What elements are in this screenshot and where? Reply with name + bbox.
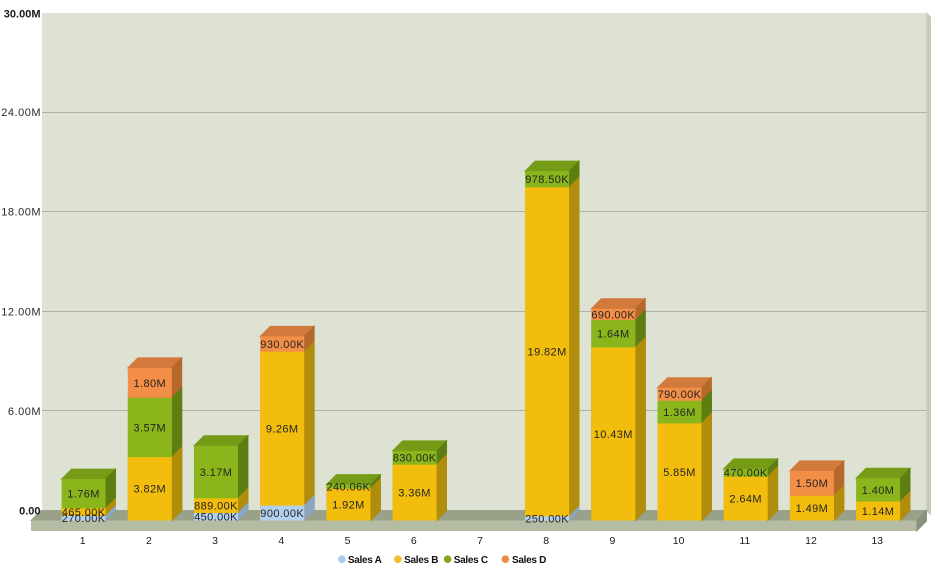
svg-text:10.43M: 10.43M bbox=[594, 429, 633, 441]
svg-text:19.82M: 19.82M bbox=[528, 347, 567, 359]
svg-text:5: 5 bbox=[345, 535, 351, 547]
svg-text:1.64M: 1.64M bbox=[597, 329, 630, 341]
svg-text:2.64M: 2.64M bbox=[729, 494, 762, 506]
svg-text:450.00K: 450.00K bbox=[194, 512, 238, 524]
svg-text:3.57M: 3.57M bbox=[134, 422, 167, 434]
svg-text:9: 9 bbox=[609, 535, 615, 547]
svg-text:1.36M: 1.36M bbox=[663, 407, 696, 419]
svg-text:11: 11 bbox=[739, 535, 750, 547]
svg-text:12: 12 bbox=[805, 535, 817, 547]
svg-text:690.00K: 690.00K bbox=[591, 309, 635, 321]
svg-text:3.17M: 3.17M bbox=[200, 467, 233, 479]
svg-text:8: 8 bbox=[543, 535, 549, 547]
svg-text:900.00K: 900.00K bbox=[260, 508, 304, 520]
svg-text:465.00K: 465.00K bbox=[62, 507, 106, 519]
svg-text:5.85M: 5.85M bbox=[663, 467, 696, 479]
svg-text:Sales B: Sales B bbox=[404, 555, 438, 566]
svg-text:240.06K: 240.06K bbox=[327, 482, 371, 494]
svg-text:30.00M: 30.00M bbox=[4, 9, 41, 21]
svg-text:3: 3 bbox=[212, 535, 218, 547]
svg-text:3.36M: 3.36M bbox=[398, 488, 431, 500]
svg-text:1.14M: 1.14M bbox=[862, 506, 895, 518]
svg-text:4: 4 bbox=[278, 535, 284, 547]
svg-text:3.82M: 3.82M bbox=[134, 484, 167, 496]
svg-text:470.00K: 470.00K bbox=[724, 468, 768, 480]
svg-text:930.00K: 930.00K bbox=[260, 339, 304, 351]
svg-text:250.00K: 250.00K bbox=[525, 513, 569, 525]
svg-text:Sales D: Sales D bbox=[512, 555, 546, 566]
svg-text:9.26M: 9.26M bbox=[266, 424, 299, 436]
svg-text:7: 7 bbox=[477, 535, 483, 547]
svg-text:270.00K: 270.00K bbox=[62, 513, 106, 525]
svg-text:1: 1 bbox=[80, 535, 86, 547]
svg-text:1.50M: 1.50M bbox=[796, 478, 829, 490]
svg-text:1.92M: 1.92M bbox=[332, 500, 365, 512]
svg-text:13: 13 bbox=[871, 535, 883, 547]
svg-text:24.00M: 24.00M bbox=[1, 107, 41, 119]
svg-text:10: 10 bbox=[673, 535, 685, 547]
svg-text:1.49M: 1.49M bbox=[796, 503, 829, 515]
svg-text:790.00K: 790.00K bbox=[658, 389, 702, 401]
svg-text:978.50K: 978.50K bbox=[525, 174, 569, 186]
svg-text:6: 6 bbox=[411, 535, 417, 547]
svg-text:830.00K: 830.00K bbox=[393, 453, 437, 465]
svg-text:Sales C: Sales C bbox=[454, 555, 488, 566]
svg-text:6.00M: 6.00M bbox=[8, 406, 41, 418]
svg-text:2: 2 bbox=[146, 535, 152, 547]
svg-text:0.00: 0.00 bbox=[19, 506, 40, 518]
svg-text:1.80M: 1.80M bbox=[134, 378, 167, 390]
svg-text:18.00M: 18.00M bbox=[1, 207, 41, 219]
svg-text:12.00M: 12.00M bbox=[1, 306, 41, 318]
svg-text:889.00K: 889.00K bbox=[194, 501, 238, 513]
svg-text:Sales A: Sales A bbox=[348, 555, 382, 566]
svg-text:1.40M: 1.40M bbox=[862, 485, 895, 497]
svg-text:1.76M: 1.76M bbox=[67, 489, 100, 501]
